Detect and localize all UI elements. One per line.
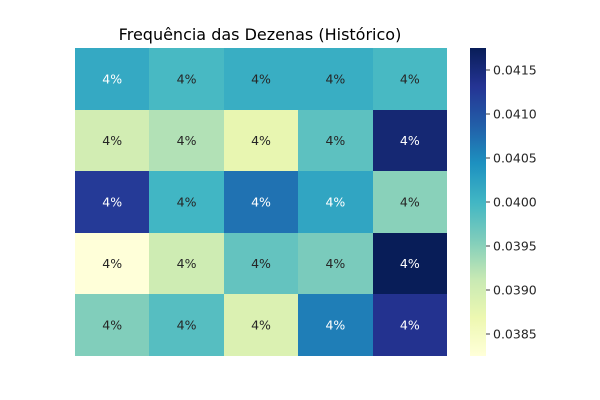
colorbar-tick-label: 0.0410 [493, 107, 537, 122]
heatmap-cell-r2-c0 [75, 171, 149, 233]
heatmap-cell-label-r4-c2: 4% [251, 318, 271, 333]
heatmap-cell-label-r3-c4: 4% [400, 256, 420, 271]
heatmap-cell-r1-c1 [149, 110, 224, 171]
heatmap-cell-r4-c2 [224, 294, 298, 356]
colorbar-tick-label: 0.0415 [493, 63, 537, 78]
colorbar-gradient [470, 48, 486, 356]
colorbar-tick-label: 0.0405 [493, 151, 537, 166]
heatmap-cell-label-r4-c4: 4% [400, 318, 420, 333]
heatmap-cell-r0-c4 [373, 48, 447, 110]
colorbar-tick-label: 0.0395 [493, 239, 537, 254]
colorbar-tick-label: 0.0400 [493, 195, 537, 210]
heatmap-cell-label-r3-c1: 4% [177, 256, 197, 271]
heatmap-cell-label-r1-c2: 4% [251, 133, 271, 148]
heatmap-grid: 4% 4% 4% 4% 4% 4% 4% 4% 4% 4% 4% 4% 4% 4% 4% 4% 4% 4% 4% 4%… [75, 48, 447, 356]
heatmap-cell-label-r4-c3: 4% [325, 318, 345, 333]
heatmap-cell-r3-c2 [224, 233, 298, 294]
heatmap-cell-label-r4-c1: 4% [177, 318, 197, 333]
heatmap-cell-r1-c3 [298, 110, 373, 171]
heatmap-cell-r0-c2 [224, 48, 298, 110]
heatmap-cell-label-r2-c1: 4% [177, 195, 197, 210]
heatmap-cell-r4-c1 [149, 294, 224, 356]
heatmap-cell-label-r1-c3: 4% [325, 133, 345, 148]
heatmap-cell-r0-c0 [75, 48, 149, 110]
heatmap-cell-r4-c0 [75, 294, 149, 356]
heatmap-cell-r4-c4 [373, 294, 447, 356]
heatmap-cell-label-r2-c0: 4% [102, 195, 122, 210]
heatmap-cell-r3-c1 [149, 233, 224, 294]
colorbar-tick-label: 0.0390 [493, 283, 537, 298]
heatmap-cell-label-r1-c1: 4% [177, 133, 197, 148]
heatmap-cell-label-r0-c4: 4% [400, 71, 420, 86]
heatmap-cell-label-r3-c3: 4% [325, 256, 345, 271]
heatmap-cell-label-r3-c2: 4% [251, 256, 271, 271]
heatmap-cell-label-r0-c0: 4% [102, 71, 122, 86]
heatmap-cell-label-r1-c0: 4% [102, 133, 122, 148]
colorbar-tick-label: 0.0385 [493, 327, 537, 342]
heatmap-cell-r3-c0 [75, 233, 149, 294]
heatmap-cell-r1-c2 [224, 110, 298, 171]
heatmap-cell-label-r1-c4: 4% [400, 133, 420, 148]
heatmap-cell-label-r0-c1: 4% [177, 71, 197, 86]
heatmap-cell-r1-c0 [75, 110, 149, 171]
heatmap-cell-label-r2-c2: 4% [251, 195, 271, 210]
heatmap-cell-label-r3-c0: 4% [102, 256, 122, 271]
heatmap-cell-r2-c1 [149, 171, 224, 233]
heatmap-cell-label-r2-c4: 4% [400, 195, 420, 210]
heatmap-cell-r0-c3 [298, 48, 373, 110]
heatmap-cell-r2-c2 [224, 171, 298, 233]
heatmap-cell-r3-c3 [298, 233, 373, 294]
colorbar: 0.0385 0.0390 0.0395 0.0400 0.0405 0.0410 0.04… [470, 48, 537, 356]
heatmap-cell-r2-c3 [298, 171, 373, 233]
heatmap-cell-r1-c4 [373, 110, 447, 171]
heatmap-cell-r2-c4 [373, 171, 447, 233]
heatmap-cell-label-r0-c3: 4% [325, 71, 345, 86]
heatmap-cell-r4-c3 [298, 294, 373, 356]
heatmap-cell-label-r2-c3: 4% [325, 195, 345, 210]
chart-title: Frequência das Dezenas (Histórico) [119, 25, 402, 44]
heatmap-cell-r0-c1 [149, 48, 224, 110]
heatmap-cell-r3-c4 [373, 233, 447, 294]
heatmap-cell-label-r0-c2: 4% [251, 71, 271, 86]
heatmap-cell-label-r4-c0: 4% [102, 318, 122, 333]
